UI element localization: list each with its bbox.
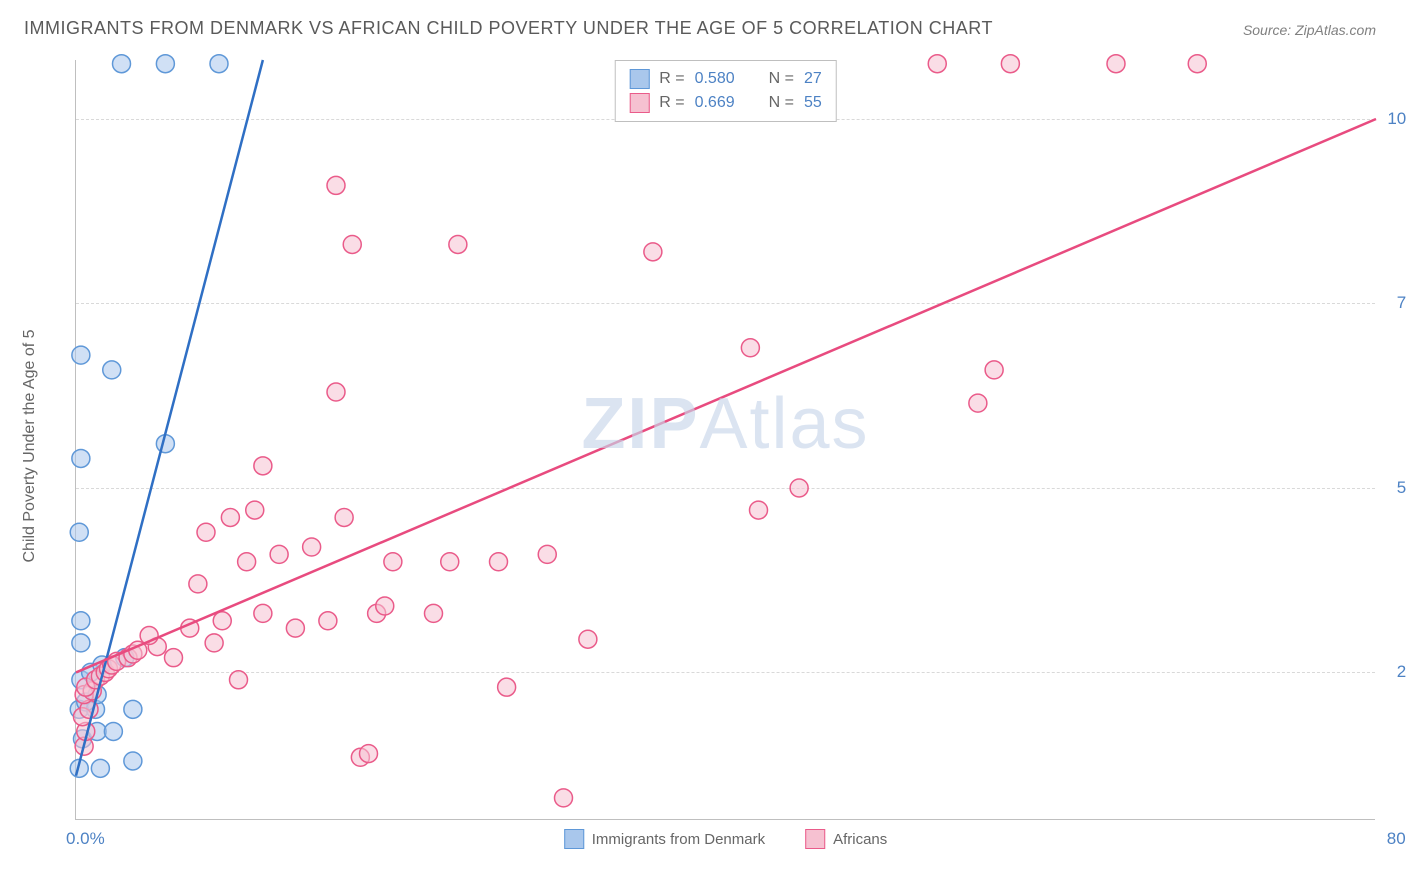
data-point-africans (449, 235, 467, 253)
y-tick-label: 25.0% (1380, 662, 1406, 682)
data-point-africans (327, 383, 345, 401)
data-point-africans (343, 235, 361, 253)
x-tick-max: 80.0% (1380, 829, 1406, 849)
data-point-africans (985, 361, 1003, 379)
data-point-africans (246, 501, 264, 519)
data-point-africans (319, 612, 337, 630)
legend-label: Africans (833, 831, 887, 848)
data-point-denmark (156, 55, 174, 73)
data-point-africans (555, 789, 573, 807)
stats-row-africans: R = 0.669 N = 55 (629, 91, 822, 115)
data-point-africans (376, 597, 394, 615)
data-point-africans (425, 604, 443, 622)
legend: Immigrants from Denmark Africans (564, 829, 888, 849)
n-label: N = (769, 70, 794, 88)
data-point-denmark (91, 759, 109, 777)
data-point-africans (790, 479, 808, 497)
source-attribution: Source: ZipAtlas.com (1243, 22, 1376, 38)
r-value: 0.669 (695, 94, 735, 112)
trend-line-denmark (76, 60, 263, 776)
data-point-africans (221, 508, 239, 526)
y-tick-label: 50.0% (1380, 478, 1406, 498)
data-point-africans (197, 523, 215, 541)
data-point-africans (360, 745, 378, 763)
n-value: 55 (804, 94, 822, 112)
data-point-denmark (210, 55, 228, 73)
data-point-africans (165, 649, 183, 667)
data-point-africans (254, 604, 272, 622)
data-point-denmark (72, 449, 90, 467)
data-point-africans (498, 678, 516, 696)
data-point-africans (741, 339, 759, 357)
data-point-africans (270, 545, 288, 563)
n-value: 27 (804, 70, 822, 88)
data-point-africans (238, 553, 256, 571)
data-point-africans (230, 671, 248, 689)
y-tick-label: 75.0% (1380, 293, 1406, 313)
r-label: R = (659, 70, 684, 88)
legend-label: Immigrants from Denmark (592, 831, 765, 848)
data-point-africans (490, 553, 508, 571)
legend-item-denmark: Immigrants from Denmark (564, 829, 765, 849)
data-point-africans (384, 553, 402, 571)
data-point-denmark (104, 722, 122, 740)
data-point-denmark (70, 523, 88, 541)
data-point-africans (1001, 55, 1019, 73)
data-point-africans (441, 553, 459, 571)
data-point-africans (928, 55, 946, 73)
legend-swatch-africans-icon (805, 829, 825, 849)
x-tick-min: 0.0% (66, 829, 105, 849)
data-point-africans (579, 630, 597, 648)
swatch-africans-icon (629, 93, 649, 113)
y-tick-label: 100.0% (1380, 109, 1406, 129)
data-point-denmark (72, 346, 90, 364)
data-point-denmark (103, 361, 121, 379)
legend-item-africans: Africans (805, 829, 887, 849)
data-point-denmark (124, 700, 142, 718)
legend-swatch-denmark-icon (564, 829, 584, 849)
scatter-plot-svg (76, 60, 1375, 819)
data-point-africans (969, 394, 987, 412)
trend-line-africans (76, 119, 1376, 672)
y-axis-label: Child Poverty Under the Age of 5 (21, 329, 39, 562)
data-point-africans (1188, 55, 1206, 73)
r-label: R = (659, 94, 684, 112)
data-point-africans (644, 243, 662, 261)
swatch-denmark-icon (629, 69, 649, 89)
data-point-africans (303, 538, 321, 556)
r-value: 0.580 (695, 70, 735, 88)
data-point-denmark (113, 55, 131, 73)
data-point-africans (205, 634, 223, 652)
data-point-africans (286, 619, 304, 637)
data-point-africans (189, 575, 207, 593)
plot-area: 25.0%50.0%75.0%100.0% ZIPAtlas R =0.580N… (75, 60, 1375, 820)
data-point-africans (335, 508, 353, 526)
data-point-africans (213, 612, 231, 630)
data-point-africans (327, 176, 345, 194)
stats-row-denmark: R = 0.580 N = 27 (629, 67, 822, 91)
data-point-africans (1107, 55, 1125, 73)
chart-title: IMMIGRANTS FROM DENMARK VS AFRICAN CHILD… (24, 18, 993, 39)
correlation-stats-box: R = 0.580 N = 27 R = 0.669 N = 55 (614, 60, 837, 122)
data-point-africans (538, 545, 556, 563)
data-point-denmark (72, 612, 90, 630)
n-label: N = (769, 94, 794, 112)
data-point-africans (750, 501, 768, 519)
data-point-denmark (124, 752, 142, 770)
data-point-denmark (72, 634, 90, 652)
data-point-africans (254, 457, 272, 475)
